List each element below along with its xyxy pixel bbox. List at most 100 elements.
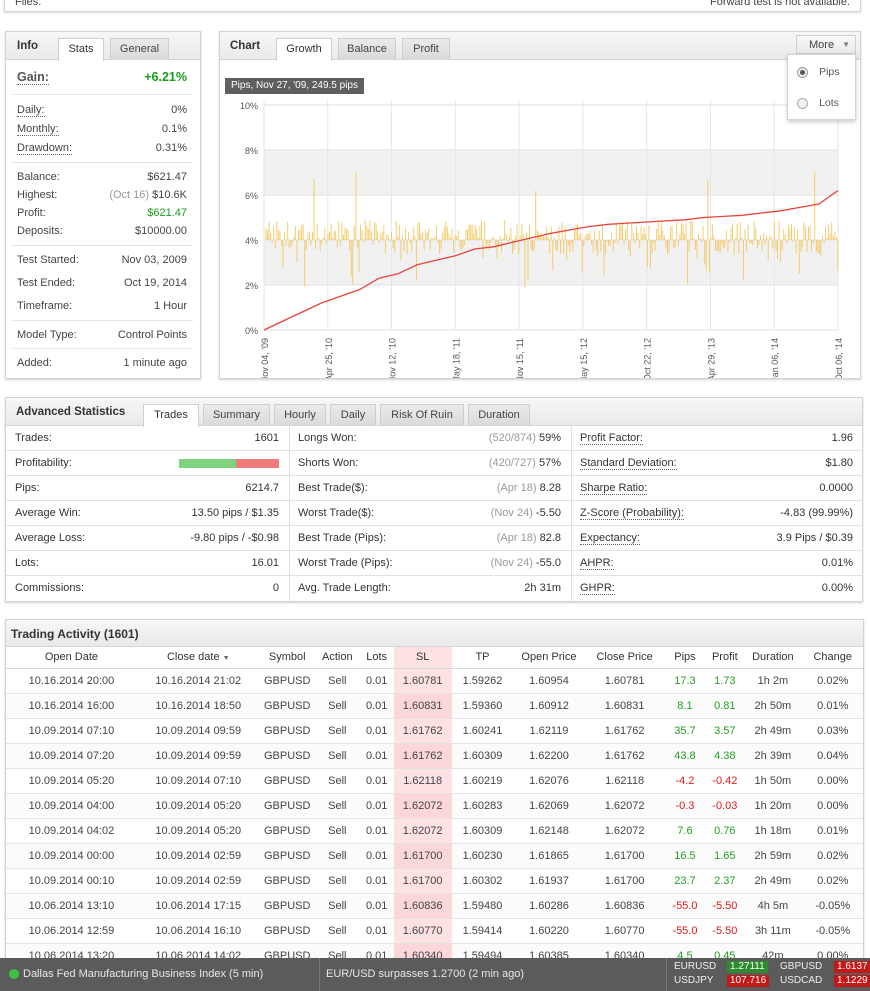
adv-stat-number: 59% [538, 432, 561, 444]
tab-general[interactable]: General [110, 38, 169, 60]
adv-stat-cell: Lots: 16.01 [6, 551, 289, 576]
x-tick-label: Apr 29, '13 [706, 338, 716, 378]
table-cell: GBPUSD [259, 668, 315, 694]
option-lots[interactable]: Lots [797, 97, 839, 109]
growth-chart: 0% 2% 4% 6% 8% 10% Nov 04, '09 Apr 25, '10 Nov 1… [240, 100, 844, 378]
quote-price[interactable]: 107.716 [727, 975, 770, 987]
adv-stat-number: -5.50 [535, 507, 561, 519]
tab-summary[interactable]: Summary [203, 404, 270, 426]
table-cell: 1.61762 [393, 718, 452, 744]
table-row[interactable]: 10.16.2014 20:00 10.16.2014 21:02 GBPUSD Se… [6, 668, 863, 694]
tab-hourly[interactable]: Hourly [274, 404, 326, 426]
adv-stat-label: Worst Trade (Pips): [298, 557, 393, 569]
table-cell: 1.60770 [584, 918, 665, 944]
table-header-row: Open Date Close date ▼ Symbol Action Lots SL TP… [6, 647, 863, 669]
tooltip-text: Pips, Nov 27, '09, 249.5 pips [231, 80, 358, 91]
table-cell: 1h 50m [744, 768, 802, 794]
column-header[interactable]: Lots [359, 647, 394, 669]
table-cell: 10.06.2014 16:10 [136, 918, 260, 944]
table-row[interactable]: 10.09.2014 04:02 10.09.2014 05:20 GBPUSD Se… [6, 818, 863, 844]
table-row[interactable]: 10.06.2014 13:10 10.06.2014 17:15 GBPUSD Se… [6, 893, 863, 919]
adv-stat-value: 0.00% [822, 582, 853, 594]
x-tick-label: Nov 12, '10 [388, 338, 398, 378]
table-cell: 1.73 [705, 668, 745, 694]
table-cell: 4.38 [705, 743, 745, 769]
adv-stat-value: (420/727) 57% [489, 457, 561, 469]
column-header[interactable]: Action [314, 647, 360, 669]
table-cell: GBPUSD [259, 743, 315, 769]
table-cell: 0.01 [359, 768, 394, 794]
table-cell: 0.00% [801, 793, 863, 819]
adv-stat-label: Expectancy: [580, 532, 640, 545]
adv-stat-label: Best Trade($): [298, 482, 368, 494]
tab-trades[interactable]: Trades [143, 404, 199, 427]
adv-stat-value: 1.96 [832, 432, 853, 444]
table-cell: 1.61865 [513, 843, 585, 869]
adv-stat-value: 0.0000 [819, 482, 853, 494]
table-cell: 1.59414 [451, 918, 514, 944]
column-header[interactable]: TP [451, 647, 514, 669]
table-row[interactable]: 10.09.2014 04:00 10.09.2014 05:20 GBPUSD Se… [6, 793, 863, 819]
advanced-title: Advanced Statistics [16, 406, 126, 418]
adv-stat-label: GHPR: [580, 582, 615, 595]
option-lots-label: Lots [819, 97, 839, 110]
table-row[interactable]: 10.09.2014 00:10 10.09.2014 02:59 GBPUSD Se… [6, 868, 863, 894]
quote-price[interactable]: 1.6137 [834, 961, 870, 973]
table-row[interactable]: 10.06.2014 12:59 10.06.2014 16:10 GBPUSD Se… [6, 918, 863, 944]
column-header[interactable]: Symbol [259, 647, 315, 669]
adv-stat-number: 13.50 pips / $1.35 [191, 507, 279, 519]
table-cell: 0.02% [801, 668, 863, 694]
stat-value: $621.47 [147, 171, 187, 183]
adv-stat-cell: Sharpe Ratio: 0.0000 [571, 476, 863, 501]
news-item-1[interactable]: Dallas Fed Manufacturing Business Index … [23, 968, 264, 980]
table-cell: 1.61700 [393, 868, 452, 894]
table-cell: Sell [314, 843, 360, 869]
table-cell: GBPUSD [259, 718, 315, 744]
adv-stat-number: $1.80 [825, 457, 853, 469]
table-row[interactable]: 10.09.2014 00:00 10.09.2014 02:59 GBPUSD Se… [6, 843, 863, 869]
tab-profit[interactable]: Profit [402, 38, 450, 60]
column-header[interactable]: Duration [744, 647, 802, 669]
table-row[interactable]: 10.16.2014 16:00 10.16.2014 18:50 GBPUSD Se… [6, 693, 863, 719]
table-cell: 10.09.2014 00:10 [6, 868, 137, 894]
quote-price[interactable]: 1.27111 [727, 961, 768, 973]
option-pips[interactable]: Pips [797, 66, 840, 78]
more-dropdown[interactable]: More ▼ [796, 35, 856, 54]
tab-growth[interactable]: Growth [276, 38, 332, 61]
tab-risk-of-ruin[interactable]: Risk Of Ruin [380, 404, 464, 426]
tab-duration[interactable]: Duration [468, 404, 530, 426]
chart-header: Chart Growth Balance Profit More ▼ [220, 32, 860, 61]
table-cell: 2h 59m [744, 843, 802, 869]
news-item-2[interactable]: EUR/USD surpasses 1.2700 (2 min ago) [326, 968, 525, 980]
stat-drawdown: Drawdown: 0.31% [6, 139, 200, 159]
column-header[interactable]: Close date ▼ [136, 647, 260, 669]
column-header[interactable]: Profit [705, 647, 745, 669]
y-tick-label: 4% [245, 236, 258, 246]
divider [13, 94, 193, 95]
column-header[interactable]: Open Price [513, 647, 585, 669]
column-header[interactable]: Close Price [584, 647, 665, 669]
table-row[interactable]: 10.09.2014 07:10 10.09.2014 09:59 GBPUSD Se… [6, 718, 863, 744]
stat-label: Highest: [17, 189, 58, 201]
quote-price[interactable]: 1.1229 [834, 975, 870, 987]
adv-stat-label: Longs Won: [298, 432, 357, 444]
table-row[interactable]: 10.09.2014 07:20 10.09.2014 09:59 GBPUSD Se… [6, 743, 863, 769]
stat-test-started: Test Started: Nov 03, 2009 [6, 251, 200, 271]
table-row[interactable]: 10.09.2014 05:20 10.09.2014 07:10 GBPUSD Se… [6, 768, 863, 794]
column-header[interactable]: SL [393, 647, 452, 669]
stat-value: 0% [171, 104, 187, 116]
column-header[interactable]: Pips [664, 647, 706, 669]
column-header[interactable]: Change [801, 647, 863, 669]
stat-model-type: Model Type: Control Points [6, 326, 200, 346]
tab-daily[interactable]: Daily [330, 404, 376, 426]
table-cell: 1.60831 [393, 693, 452, 719]
adv-stat-cell: Shorts Won: (420/727) 57% [289, 451, 571, 476]
tab-balance[interactable]: Balance [338, 38, 396, 60]
table-cell: 1.62148 [513, 818, 585, 844]
adv-stat-cell: GHPR: 0.00% [571, 576, 863, 601]
adv-stat-number: 0 [272, 582, 279, 594]
table-cell: 1.61700 [584, 843, 665, 869]
tab-stats[interactable]: Stats [58, 38, 104, 61]
adv-stat-value: -9.80 pips / -$0.98 [190, 532, 279, 544]
column-header[interactable]: Open Date [6, 647, 137, 669]
